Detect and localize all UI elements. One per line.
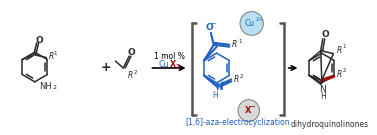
Text: 2: 2 [134,70,138,75]
Text: 2: 2 [52,85,56,90]
Text: 1: 1 [342,44,346,49]
Text: R: R [234,75,239,84]
Text: [1,6]-aza-electrocyclization: [1,6]-aza-electrocyclization [186,118,290,127]
Text: H: H [320,92,326,101]
Text: X: X [245,106,251,115]
Text: Cu: Cu [159,60,169,69]
Text: 2: 2 [175,63,179,69]
Text: +: + [219,80,225,86]
Text: O: O [36,36,43,45]
Text: R: R [232,40,238,49]
Text: R: R [128,71,133,80]
Text: 1: 1 [54,51,57,56]
Text: 2+: 2+ [256,17,264,22]
Text: Cu: Cu [245,19,255,28]
Text: N: N [319,85,326,94]
Text: N: N [215,83,222,92]
Text: R: R [336,70,342,79]
Circle shape [240,12,264,35]
Text: X: X [170,60,176,69]
Text: 1 mol %: 1 mol % [153,52,184,61]
Text: H: H [212,91,218,100]
Text: O: O [205,23,213,32]
Text: R: R [336,46,342,55]
Text: NH: NH [39,82,52,91]
Text: R: R [48,52,54,61]
Text: 2: 2 [240,74,244,79]
Text: 1: 1 [238,39,242,44]
Text: O: O [127,48,135,57]
Text: −: − [210,19,216,28]
Text: dihydroquinolinones: dihydroquinolinones [290,120,369,129]
Text: −: − [250,104,256,110]
Circle shape [238,100,259,122]
Text: +: + [100,62,111,75]
Text: O: O [322,30,329,39]
Text: 2: 2 [342,68,346,73]
